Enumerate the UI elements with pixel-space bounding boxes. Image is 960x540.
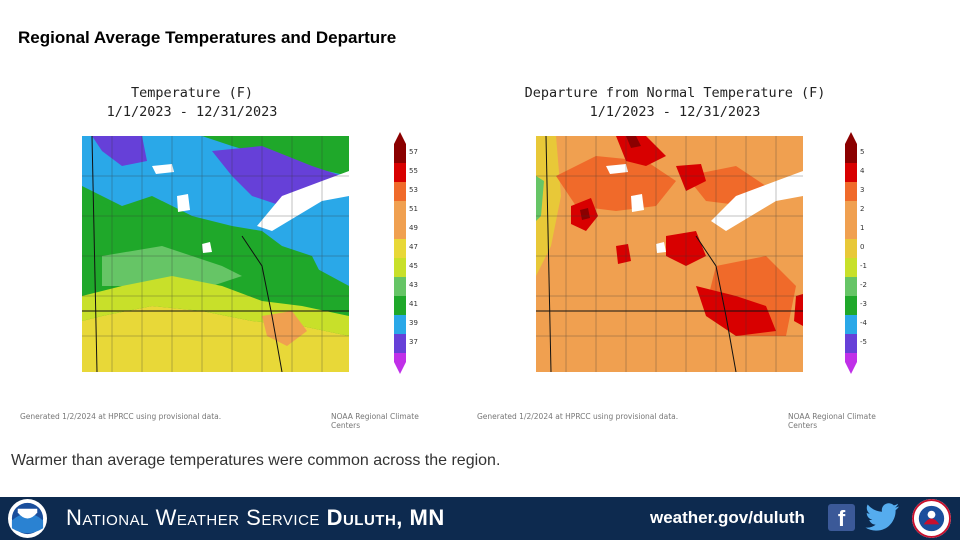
temp-scale-label: 55 [409, 167, 418, 175]
organization-name-part1: National Weather Service [66, 505, 320, 530]
temperature-map-title-line1: Temperature (F) [131, 85, 253, 101]
departure-color-scale: 5 4 3 2 1 0 -1 -2 -3 -4 -5 [845, 132, 868, 374]
temperature-map [82, 136, 349, 372]
departure-scale-label: -5 [860, 338, 867, 346]
noaa-logo[interactable] [8, 499, 47, 538]
departure-scale-label: 4 [860, 167, 865, 175]
temp-scale-label: 49 [409, 224, 418, 232]
departure-scale-label: 2 [860, 205, 864, 213]
temperature-footer-generated: Generated 1/2/2024 at HPRCC using provis… [20, 412, 222, 421]
temp-scale-label: 37 [409, 338, 418, 346]
temp-scale-label: 57 [409, 148, 418, 156]
temperature-color-scale: 57 55 53 51 49 47 45 43 41 39 37 [394, 132, 418, 374]
nws-logo[interactable] [912, 499, 951, 538]
departure-map-title-line1: Departure from Normal Temperature (F) [524, 85, 826, 101]
temp-scale-label: 43 [409, 281, 418, 289]
temperature-map-title-line2: 1/1/2023 - 12/31/2023 [106, 104, 278, 120]
organization-name: National Weather Service Duluth, MN [66, 505, 445, 531]
departure-scale-label: -1 [860, 262, 867, 270]
temperature-map-panel: Temperature (F) 1/1/2023 - 12/31/2023 [8, 84, 448, 434]
temp-scale-label: 45 [409, 262, 418, 270]
caption-text: Warmer than average temperatures were co… [11, 452, 501, 469]
departure-scale-label: 1 [860, 224, 864, 232]
facebook-icon[interactable]: f [828, 504, 855, 531]
temp-scale-label: 51 [409, 205, 418, 213]
departure-scale-label: -4 [860, 319, 868, 327]
departure-footer-source: NOAA Regional Climate Centers [788, 412, 876, 430]
temp-scale-label: 39 [409, 319, 418, 327]
organization-location: Duluth, MN [326, 505, 445, 530]
website-link[interactable]: weather.gov/duluth [650, 508, 805, 527]
departure-scale-label: 0 [860, 243, 864, 251]
departure-footer-generated: Generated 1/2/2024 at HPRCC using provis… [477, 412, 679, 421]
page-title: Regional Average Temperatures and Depart… [18, 28, 397, 47]
footer-banner: National Weather Service Duluth, MN weat… [0, 497, 960, 540]
temp-scale-label: 41 [409, 300, 418, 308]
twitter-icon[interactable] [865, 503, 899, 533]
departure-scale-label: -3 [860, 300, 867, 308]
temp-scale-label: 53 [409, 186, 418, 194]
departure-scale-label: 5 [860, 148, 864, 156]
temp-scale-label: 47 [409, 243, 418, 251]
departure-scale-label: 3 [860, 186, 864, 194]
departure-map-title-line2: 1/1/2023 - 12/31/2023 [589, 104, 761, 120]
temperature-map-title: Temperature (F) 1/1/2023 - 12/31/2023 [0, 84, 412, 122]
temperature-footer-source: NOAA Regional Climate Centers [331, 412, 419, 430]
departure-scale-label: -2 [860, 281, 867, 289]
departure-map-title: Departure from Normal Temperature (F) 1/… [455, 84, 895, 122]
departure-map [536, 136, 803, 372]
departure-map-panel: Departure from Normal Temperature (F) 1/… [465, 84, 905, 434]
